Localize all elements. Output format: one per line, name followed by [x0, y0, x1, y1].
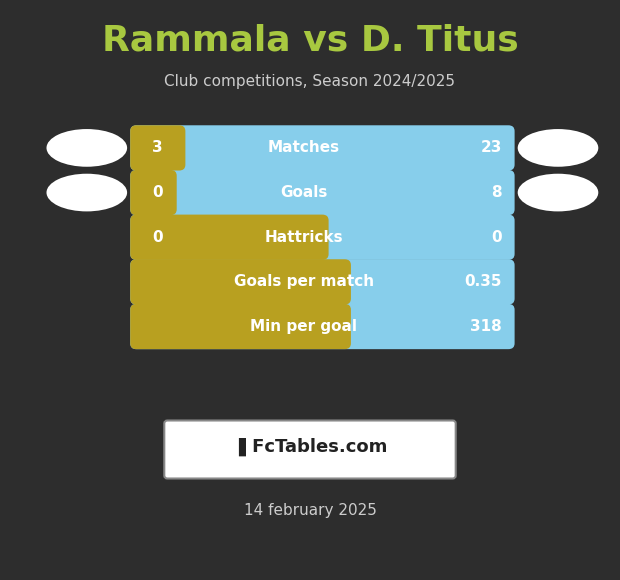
Text: 0: 0 [152, 185, 162, 200]
Text: 0: 0 [152, 230, 162, 245]
Text: Club competitions, Season 2024/2025: Club competitions, Season 2024/2025 [164, 74, 456, 89]
FancyBboxPatch shape [130, 215, 515, 260]
Text: ▐ FcTables.com: ▐ FcTables.com [232, 437, 388, 456]
Text: Goals: Goals [280, 185, 327, 200]
Text: 0: 0 [492, 230, 502, 245]
Ellipse shape [518, 174, 598, 212]
FancyBboxPatch shape [130, 170, 177, 215]
Text: 14 february 2025: 14 february 2025 [244, 503, 376, 518]
FancyBboxPatch shape [130, 125, 515, 171]
FancyBboxPatch shape [130, 125, 185, 171]
Text: Matches: Matches [268, 140, 340, 155]
FancyBboxPatch shape [130, 170, 515, 215]
Text: 3: 3 [152, 140, 162, 155]
FancyBboxPatch shape [164, 420, 456, 478]
Text: Hattricks: Hattricks [265, 230, 343, 245]
Ellipse shape [518, 129, 598, 167]
Text: Min per goal: Min per goal [250, 319, 357, 334]
Ellipse shape [46, 129, 127, 167]
Ellipse shape [46, 174, 127, 212]
FancyBboxPatch shape [130, 304, 351, 349]
FancyBboxPatch shape [130, 304, 515, 349]
FancyBboxPatch shape [130, 215, 329, 260]
Text: 8: 8 [492, 185, 502, 200]
FancyBboxPatch shape [130, 259, 515, 304]
Text: 0.35: 0.35 [465, 274, 502, 289]
Text: 23: 23 [481, 140, 502, 155]
Text: Rammala vs D. Titus: Rammala vs D. Titus [102, 24, 518, 57]
FancyBboxPatch shape [130, 259, 351, 304]
Text: Goals per match: Goals per match [234, 274, 374, 289]
Text: 318: 318 [471, 319, 502, 334]
